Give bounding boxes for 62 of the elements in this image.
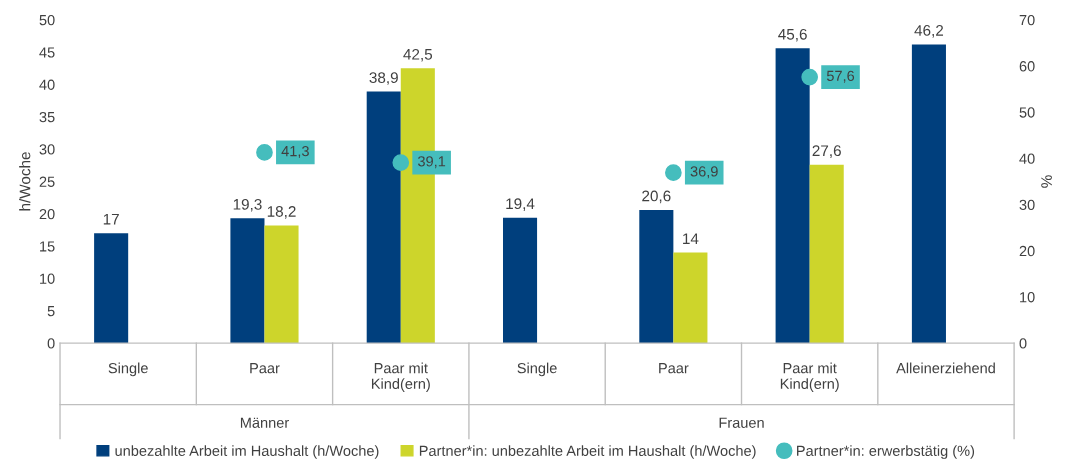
y2-tick-label: 60 (1019, 61, 1035, 72)
x-tick-label: Paar (659, 363, 689, 374)
y-axis-title: h/Woche (19, 152, 31, 211)
y2-tick-label: 0 (1019, 338, 1027, 349)
bar (94, 233, 129, 344)
data-label: 57,6 (826, 70, 855, 83)
point (665, 164, 682, 182)
data-label: 38,9 (369, 72, 398, 85)
legend-label: Partner*in: erwerbstätig (%) (797, 445, 975, 459)
point (801, 68, 819, 86)
y2-tick-label: 20 (1019, 245, 1035, 257)
data-label: 46,2 (914, 25, 944, 38)
data-label: 17 (103, 213, 119, 225)
bar (911, 44, 946, 344)
y2-tick-label: 40 (1019, 153, 1035, 164)
text: Frauen (719, 417, 764, 428)
data-label: 19,4 (506, 198, 535, 211)
bar (230, 218, 265, 344)
y-tick-label: 20 (39, 208, 55, 220)
bar (809, 164, 844, 344)
data-label: 39,1 (418, 156, 446, 169)
y-tick-label: 5 (47, 306, 55, 317)
data-label: 19,3 (233, 198, 262, 212)
y-tick-label: 0 (47, 338, 55, 349)
y2-tick-label: 70 (1019, 14, 1035, 26)
point (256, 144, 273, 161)
y2-tick-label: 30 (1019, 199, 1035, 211)
x-tick-label: Single (517, 362, 557, 377)
y-tick-label: 35 (39, 111, 55, 123)
data-label: 20,6 (642, 190, 671, 204)
y2-tick-label: 50 (1019, 107, 1035, 118)
y2-tick-label: 10 (1020, 292, 1035, 303)
legend-label: Partner*in: unbezahlte Arbeit im Haushalt (h/Woche) (419, 445, 756, 459)
y-tick-label: 50 (39, 14, 55, 26)
y-tick-label: 40 (39, 79, 55, 90)
y-tick-label: 25 (39, 176, 55, 187)
bar (639, 209, 674, 344)
bar (366, 91, 401, 344)
y-tick-label: 30 (39, 144, 55, 155)
data-label: 14 (683, 233, 699, 244)
text: Männer (240, 417, 289, 428)
x-tick-label: Single (108, 362, 148, 377)
point (392, 154, 410, 171)
x-tick-label: Paar mit Kind(ern) (371, 362, 430, 392)
data-label: 45,6 (778, 28, 807, 42)
data-label: 41,3 (281, 145, 309, 159)
data-label: 18,2 (267, 206, 296, 219)
bar (775, 48, 810, 344)
legend-label: unbezahlte Arbeit im Haushalt (h/Woche) (115, 445, 379, 459)
y-tick-label: 45 (39, 47, 55, 58)
data-label: 27,6 (812, 145, 841, 158)
x-tick-label: Alleinerziehend (896, 362, 995, 374)
bar (503, 217, 538, 344)
data-label: 42,5 (403, 48, 433, 62)
y-tick-label: 10 (40, 273, 55, 284)
y2-axis-title: % (1041, 175, 1052, 188)
bar (673, 252, 708, 344)
x-tick-label: Paar (250, 363, 280, 374)
data-label: 36,9 (690, 166, 718, 179)
y-tick-label: 15 (40, 241, 55, 252)
x-tick-label: Paar mit Kind(ern) (780, 362, 839, 392)
bar (264, 225, 299, 344)
